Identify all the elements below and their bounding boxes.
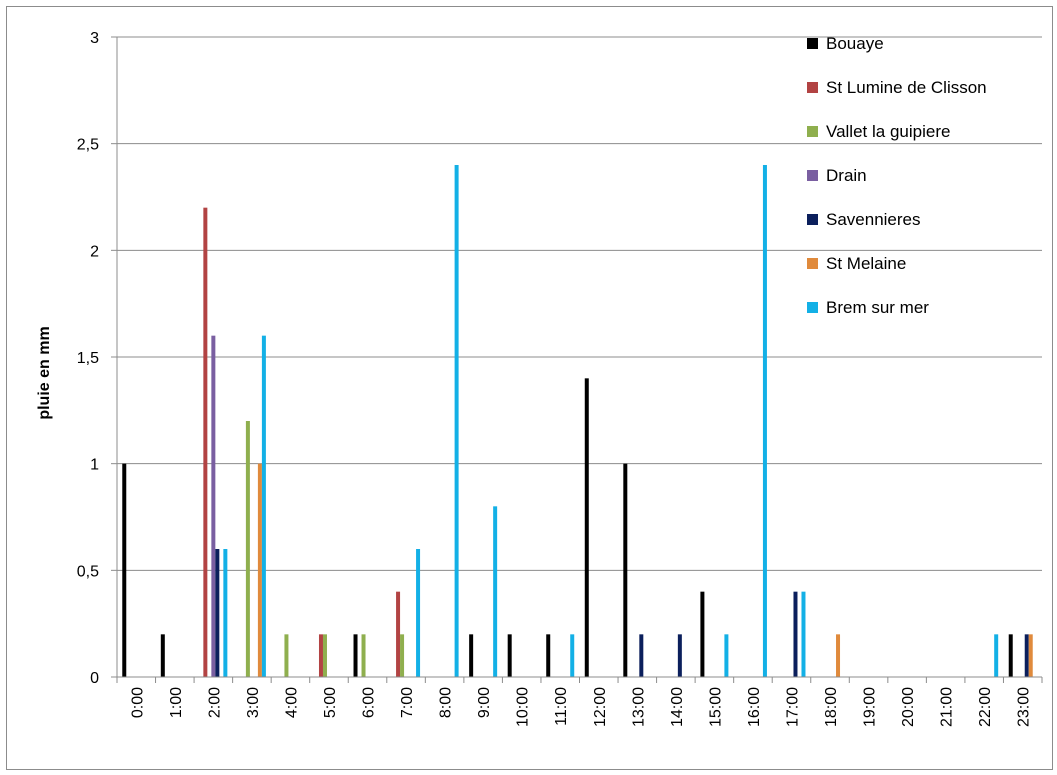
bar	[160, 634, 165, 677]
bar	[546, 634, 551, 677]
x-tick-label: 22:00	[977, 687, 994, 727]
bar	[223, 549, 228, 677]
bar	[396, 591, 401, 677]
y-tick-label: 3	[90, 30, 99, 47]
x-tick-label: 6:00	[361, 687, 378, 718]
bar	[507, 634, 512, 677]
gridlines	[117, 36, 1042, 571]
legend-swatch	[807, 82, 818, 93]
bar	[257, 463, 262, 677]
bar	[322, 634, 327, 677]
legend-swatch	[807, 126, 818, 137]
y-tick-label: 0	[90, 670, 99, 687]
bar	[584, 378, 589, 677]
bar	[361, 634, 366, 677]
bar	[261, 335, 266, 677]
x-tick-label: 2:00	[206, 687, 223, 718]
axes: 0 0,5 1 1,5 2 2,5 3 0:00 1:00 2:00 3:00 4:00 5:00 6:0…	[77, 30, 1043, 727]
legend-label: St Melaine	[826, 254, 906, 273]
bar	[203, 207, 208, 677]
legend-label: Drain	[826, 166, 867, 185]
x-tick-label: 1:00	[168, 687, 185, 718]
bar	[469, 634, 474, 677]
bar	[454, 165, 459, 677]
x-tick-label: 16:00	[746, 687, 763, 727]
legend-label: Bouaye	[826, 34, 884, 53]
bar	[122, 463, 127, 677]
legend-swatch	[807, 302, 818, 313]
bar	[836, 634, 841, 677]
y-tick-label: 2	[90, 243, 99, 260]
bar	[793, 591, 798, 677]
legend: Bouaye St Lumine de Clisson Vallet la guip…	[807, 34, 987, 317]
legend-swatch	[807, 258, 818, 269]
bar	[677, 634, 682, 677]
chart-frame	[6, 6, 1053, 770]
bar	[353, 634, 358, 677]
x-tick-label: 20:00	[900, 687, 917, 727]
legend-swatch	[807, 170, 818, 181]
bar	[724, 634, 729, 677]
x-tick-label: 23:00	[1016, 687, 1033, 727]
x-tick-label: 14:00	[669, 687, 686, 727]
bar	[639, 634, 644, 677]
bars	[122, 165, 1033, 677]
legend-swatch	[807, 38, 818, 49]
x-tick-label: 11:00	[553, 687, 570, 726]
y-tick-label: 1,5	[77, 350, 99, 367]
bar	[801, 591, 806, 677]
x-tick-label: 9:00	[476, 687, 493, 718]
y-axis-label: pluie en mm	[36, 326, 53, 419]
bar	[994, 634, 999, 677]
y-tick-label: 2,5	[77, 137, 99, 154]
bar	[1028, 634, 1033, 677]
y-tick-label: 0,5	[77, 563, 99, 580]
bar	[570, 634, 575, 677]
bar	[1024, 634, 1029, 677]
x-tick-label: 7:00	[399, 687, 416, 718]
x-tick-label: 21:00	[939, 687, 956, 727]
x-tick-label: 0:00	[129, 687, 146, 718]
x-tick-label: 12:00	[592, 687, 609, 727]
x-tick-label: 8:00	[438, 687, 455, 718]
x-tick-label: 5:00	[322, 687, 339, 718]
bar	[245, 421, 250, 677]
legend-label: Savennieres	[826, 210, 921, 229]
legend-label: Brem sur mer	[826, 298, 929, 317]
bar	[700, 591, 705, 677]
bar	[493, 506, 498, 677]
bar	[211, 335, 216, 677]
bar	[284, 634, 289, 677]
bar	[762, 165, 767, 677]
x-tick-label: 4:00	[283, 687, 300, 718]
x-tick-label: 19:00	[862, 687, 879, 727]
x-tick-label: 18:00	[823, 687, 840, 727]
bar	[1008, 634, 1013, 677]
bar	[215, 549, 220, 677]
x-tick-label: 13:00	[630, 687, 647, 727]
legend-label: Vallet la guipiere	[826, 122, 950, 141]
x-tick-label: 15:00	[707, 687, 724, 727]
bar	[623, 463, 628, 677]
legend-swatch	[807, 214, 818, 225]
bar	[400, 634, 405, 677]
x-tick-label: 10:00	[515, 687, 532, 727]
legend-label: St Lumine de Clisson	[826, 78, 987, 97]
y-tick-label: 1	[90, 457, 99, 474]
bar	[318, 634, 323, 677]
x-tick-label: 3:00	[245, 687, 262, 718]
bar	[416, 549, 421, 677]
x-tick-label: 17:00	[784, 687, 801, 727]
